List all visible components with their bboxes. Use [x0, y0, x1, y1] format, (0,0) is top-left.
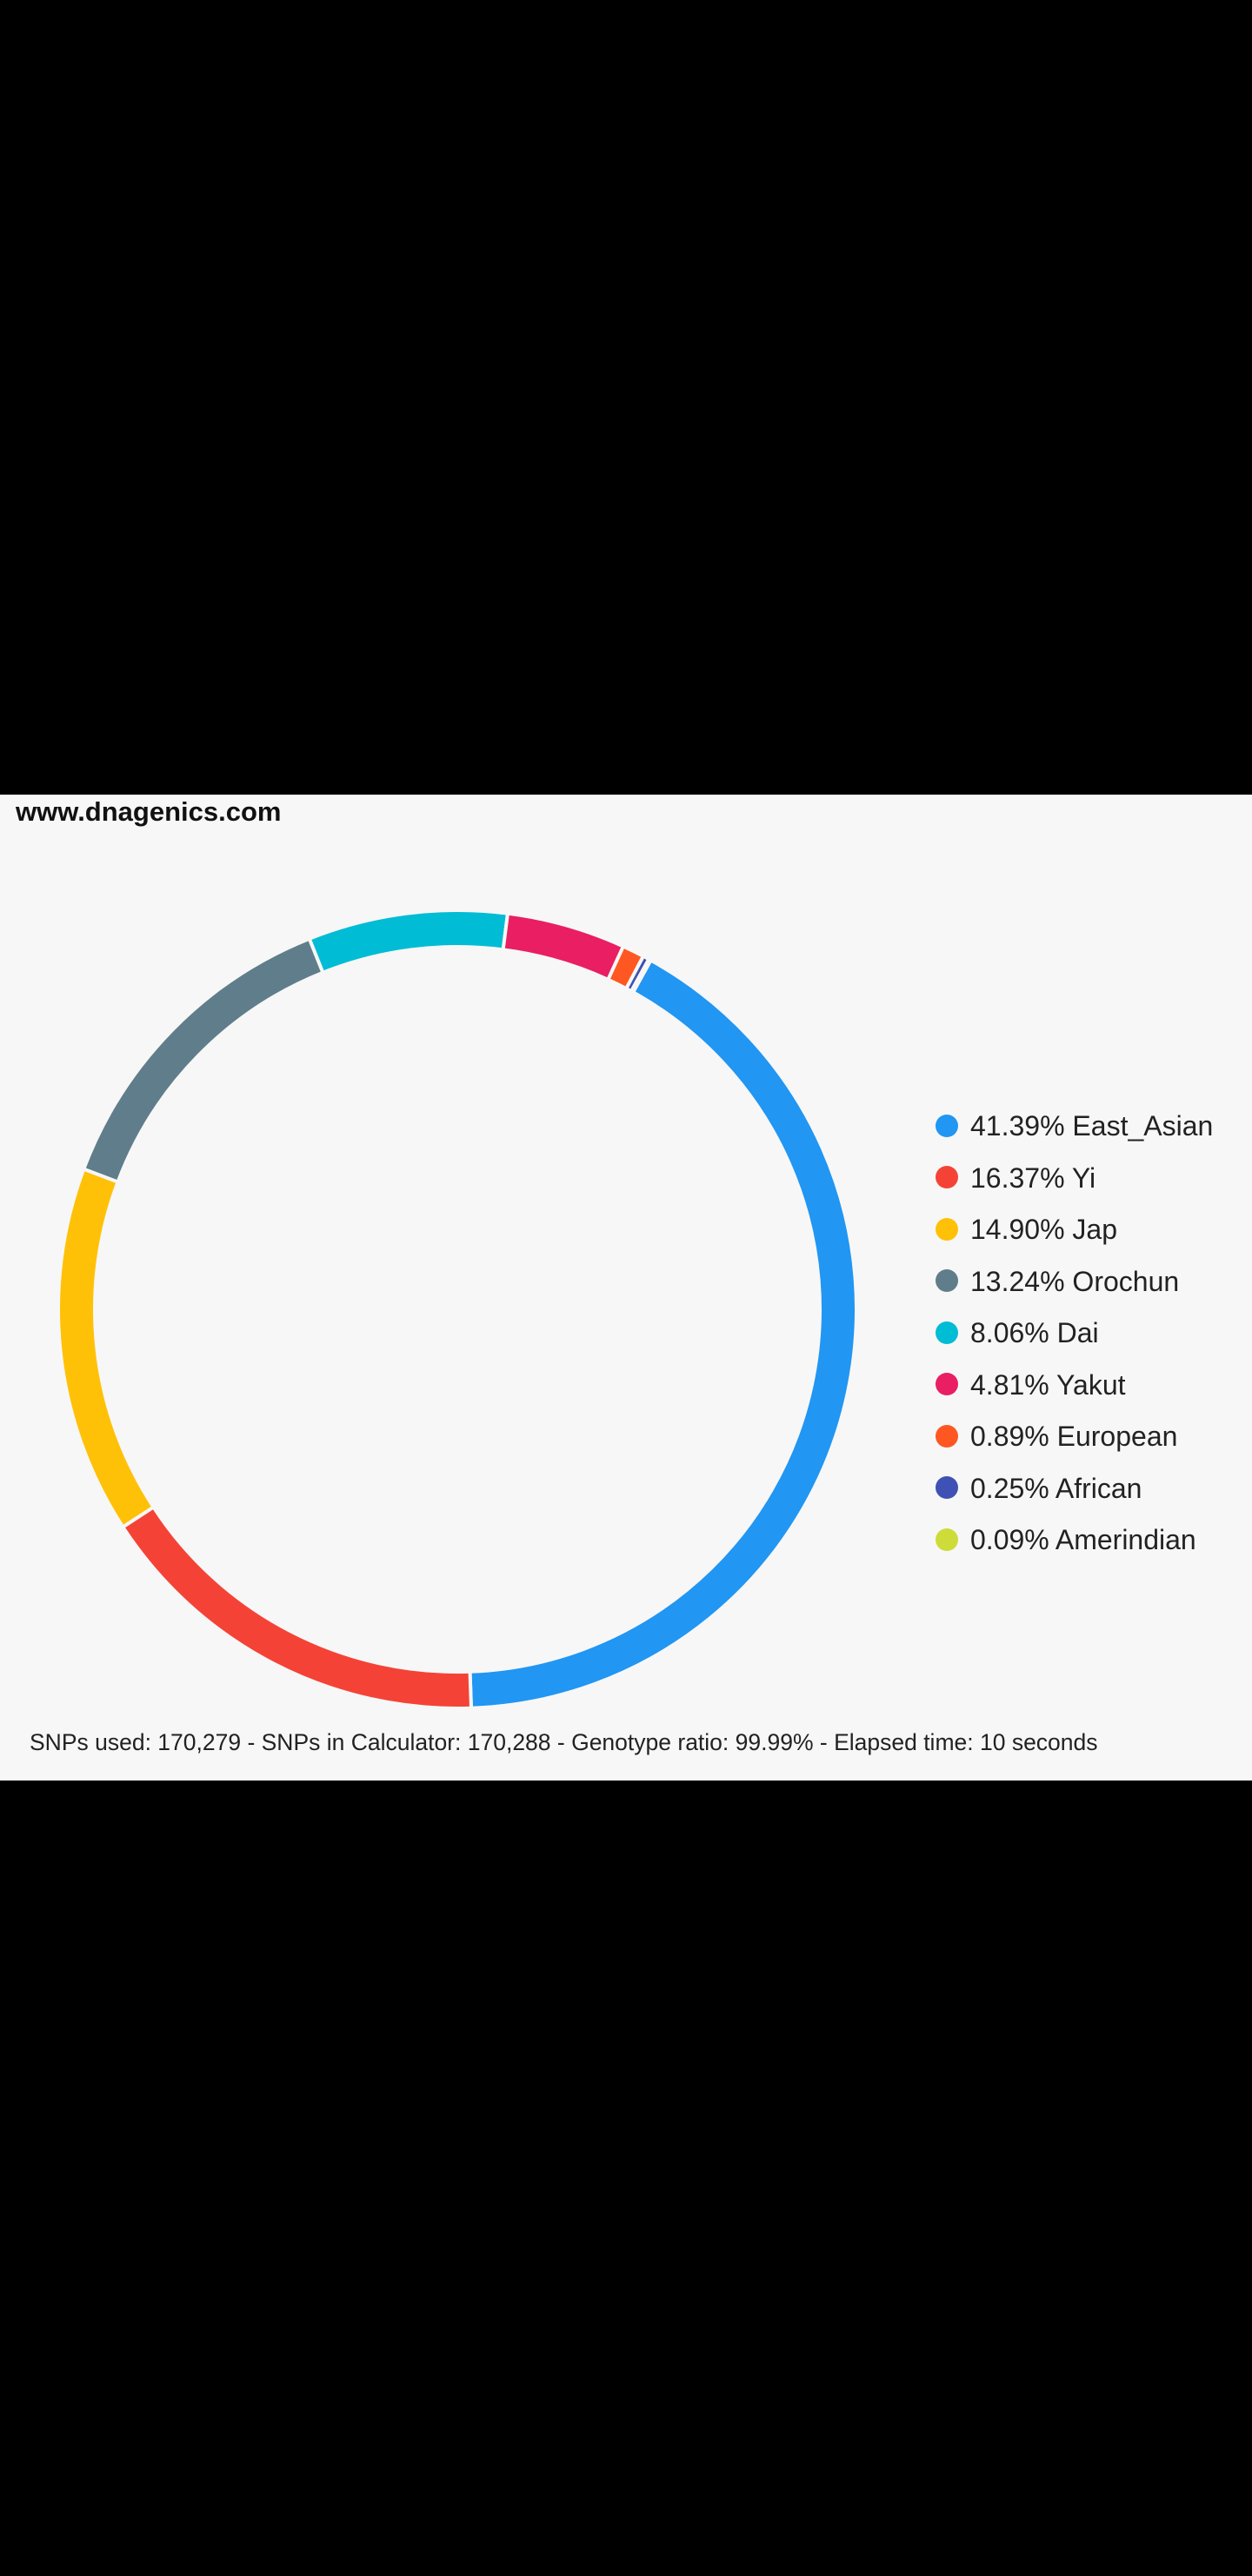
legend-dot	[936, 1424, 958, 1448]
legend-label: 0.25% African	[970, 1472, 1142, 1504]
site-url: www.dnagenics.com	[16, 796, 282, 827]
legend-item-african[interactable]: 0.25% African	[936, 1463, 1213, 1515]
legend-dot	[936, 1373, 958, 1396]
legend-dot	[936, 1217, 958, 1241]
legend-label: 0.09% Amerindian	[970, 1524, 1196, 1555]
legend-label: 0.89% European	[970, 1421, 1178, 1452]
legend-dot	[936, 1269, 958, 1293]
legend-item-dai[interactable]: 8.06% Dai	[936, 1308, 1213, 1360]
donut-slice-yi[interactable]	[120, 1504, 474, 1710]
legend-label: 4.81% Yakut	[970, 1368, 1126, 1401]
donut-slice-yakut[interactable]	[501, 911, 626, 982]
legend-item-yakut[interactable]: 4.81% Yakut	[936, 1360, 1213, 1412]
donut-slice-orochun[interactable]	[81, 936, 326, 1185]
legend-dot	[936, 1321, 958, 1344]
donut-slice-jap[interactable]	[57, 1167, 156, 1530]
ancestry-results-panel: www.dnagenics.com 41.39% East_Asian 16.37…	[0, 795, 1252, 1781]
legend-dot	[936, 1476, 958, 1500]
legend-label: 16.37% Yi	[970, 1162, 1096, 1194]
legend-label: 8.06% Dai	[970, 1317, 1099, 1348]
legend-item-european[interactable]: 0.89% European	[936, 1411, 1213, 1463]
donut-slice-east-asian[interactable]	[468, 957, 858, 1710]
chart-legend: 41.39% East_Asian 16.37% Yi 14.90% Jap 13.2…	[936, 1101, 1213, 1567]
legend-label: 13.24% Orochun	[970, 1265, 1180, 1297]
donut-slice-amerindian[interactable]	[629, 956, 654, 995]
legend-dot	[936, 1528, 958, 1551]
legend-item-yi[interactable]: 16.37% Yi	[936, 1153, 1213, 1205]
legend-dot	[936, 1166, 958, 1189]
legend-item-orochun[interactable]: 13.24% Orochun	[936, 1256, 1213, 1308]
ancestry-donut-chart	[57, 909, 858, 1710]
legend-label: 41.39% East_Asian	[970, 1110, 1214, 1142]
legend-label: 14.90% Jap	[970, 1214, 1118, 1245]
legend-item-amerindian[interactable]: 0.09% Amerindian	[936, 1514, 1213, 1567]
legend-item-east-asian[interactable]: 41.39% East_Asian	[936, 1101, 1213, 1153]
legend-dot	[936, 1114, 958, 1137]
stats-footer: SNPs used: 170,279 - SNPs in Calculator:…	[30, 1729, 1098, 1755]
donut-slice-dai[interactable]	[307, 909, 510, 975]
legend-item-jap[interactable]: 14.90% Jap	[936, 1204, 1213, 1256]
